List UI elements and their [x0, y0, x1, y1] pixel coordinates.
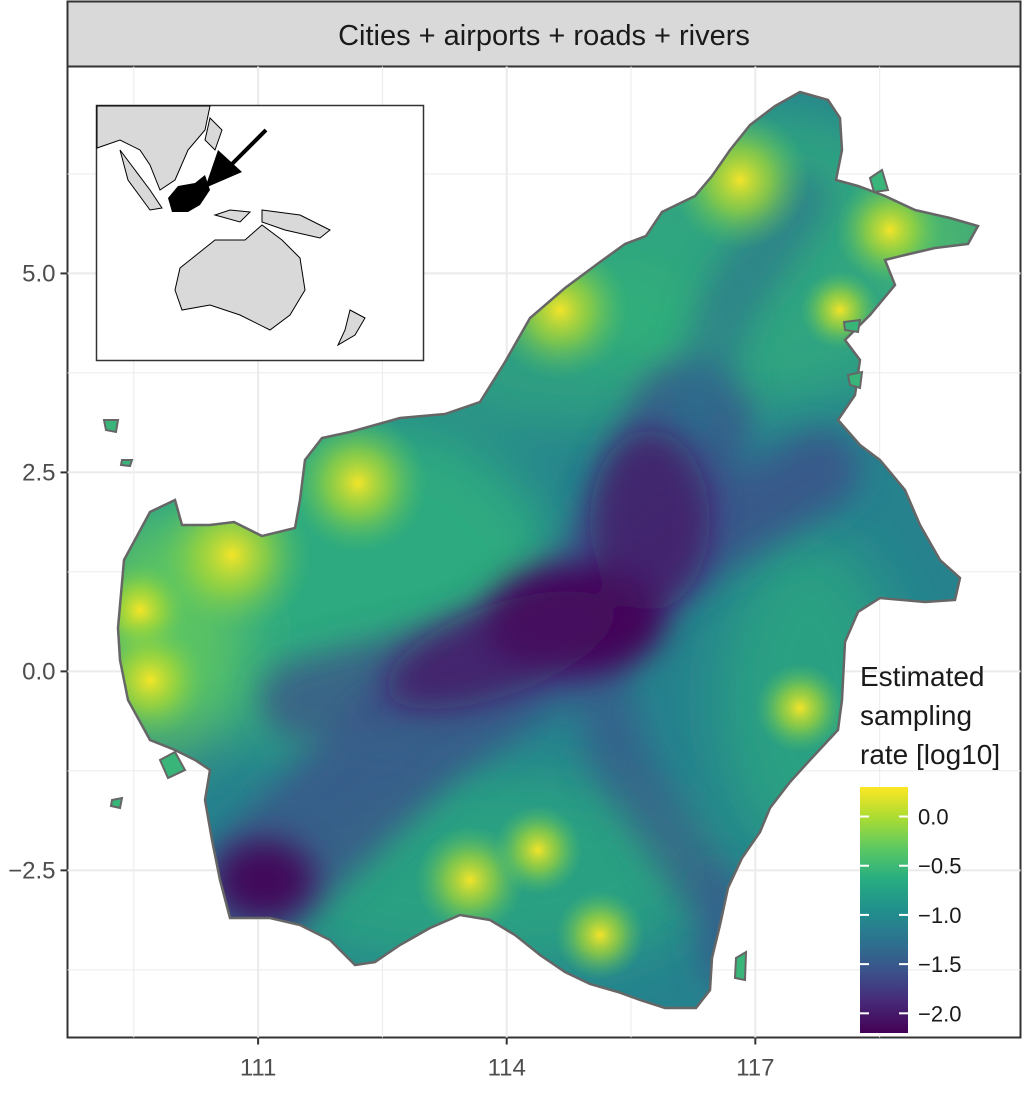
legend-tick-label: −2.0: [918, 1001, 961, 1026]
legend-tick-label: −0.5: [918, 854, 961, 879]
x-tick-label: 114: [488, 1055, 526, 1082]
inset-borneo-highlight: [168, 175, 210, 212]
inset-new-guinea: [261, 209, 331, 239]
inset-australia: [174, 224, 306, 331]
facet-strip: [66, 0, 1022, 68]
inset-arrow-shaft: [226, 128, 268, 170]
inset-asia-mainland: [96, 105, 211, 191]
legend-tick-label: −1.5: [918, 952, 961, 977]
legend-ticks: 0.0 −0.5 −1.0 −1.5 −2.0: [860, 805, 961, 1026]
x-tick-label: 111: [240, 1055, 276, 1082]
y-tick-label: 2.5: [22, 459, 55, 486]
x-tick-label: 117: [736, 1055, 774, 1082]
borneo-coastline: [116, 90, 980, 1010]
inset-arrow-head: [205, 150, 242, 188]
legend: Estimated sampling rate [log10] 0.0 −0.5 −…: [860, 661, 1000, 1033]
small-islands: [102, 168, 890, 982]
inset-locator-map: [95, 104, 425, 362]
inset-philippines: [204, 117, 223, 151]
legend-tick-label: 0.0: [918, 805, 949, 830]
legend-title-line-1: Estimated: [860, 661, 985, 692]
inset-sumatra: [119, 149, 163, 211]
axes: 111 114 117 5.0 2.5 0.0 −2.5: [8, 260, 774, 1081]
y-tick-label: −2.5: [8, 857, 55, 884]
legend-title-line-3: rate [log10]: [860, 739, 1000, 770]
legend-tick-label: −1.0: [918, 903, 961, 928]
legend-colorbar: [860, 787, 908, 1033]
y-tick-label: 0.0: [22, 658, 55, 685]
inset-new-zealand: [336, 309, 366, 347]
facet-strip-title: Cities + airports + roads + rivers: [338, 20, 750, 52]
y-tick-label: 5.0: [22, 260, 55, 287]
legend-title-line-2: sampling: [860, 700, 972, 731]
inset-islands: [213, 209, 252, 223]
